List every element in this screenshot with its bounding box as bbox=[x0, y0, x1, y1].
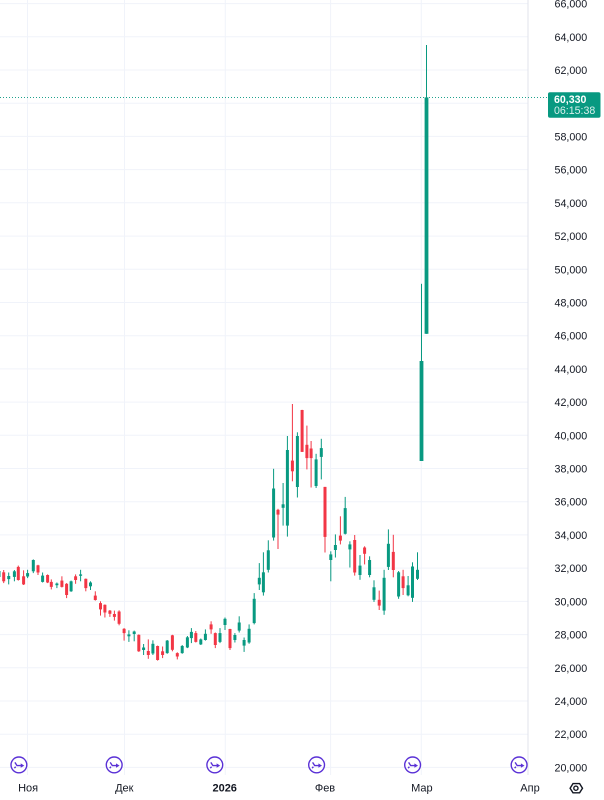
svg-text:42,000: 42,000 bbox=[555, 397, 588, 409]
svg-text:58,000: 58,000 bbox=[555, 131, 588, 143]
svg-text:46,000: 46,000 bbox=[555, 331, 588, 343]
svg-text:48,000: 48,000 bbox=[555, 298, 588, 310]
svg-text:Мар: Мар bbox=[411, 783, 433, 795]
svg-text:56,000: 56,000 bbox=[555, 165, 588, 177]
svg-text:20,000: 20,000 bbox=[555, 762, 588, 774]
svg-text:34,000: 34,000 bbox=[555, 530, 588, 542]
svg-text:Фев: Фев bbox=[315, 783, 335, 795]
svg-text:52,000: 52,000 bbox=[555, 231, 588, 243]
svg-text:66,000: 66,000 bbox=[555, 0, 588, 11]
svg-text:40,000: 40,000 bbox=[555, 430, 588, 442]
svg-text:62,000: 62,000 bbox=[555, 65, 588, 77]
svg-text:54,000: 54,000 bbox=[555, 198, 588, 210]
svg-text:2026: 2026 bbox=[212, 783, 236, 795]
svg-text:36,000: 36,000 bbox=[555, 497, 588, 509]
svg-text:32,000: 32,000 bbox=[555, 563, 588, 575]
svg-text:Ноя: Ноя bbox=[18, 783, 38, 795]
svg-text:22,000: 22,000 bbox=[555, 729, 588, 741]
svg-text:44,000: 44,000 bbox=[555, 364, 588, 376]
svg-text:50,000: 50,000 bbox=[555, 264, 588, 276]
svg-text:26,000: 26,000 bbox=[555, 663, 588, 675]
svg-text:Апр: Апр bbox=[520, 783, 539, 795]
svg-text:64,000: 64,000 bbox=[555, 32, 588, 44]
svg-text:Дек: Дек bbox=[115, 783, 134, 795]
svg-text:30,000: 30,000 bbox=[555, 596, 588, 608]
svg-text:06:15:38: 06:15:38 bbox=[554, 105, 595, 117]
svg-text:60,330: 60,330 bbox=[554, 94, 587, 106]
svg-text:38,000: 38,000 bbox=[555, 464, 588, 476]
svg-text:24,000: 24,000 bbox=[555, 696, 588, 708]
svg-text:28,000: 28,000 bbox=[555, 630, 588, 642]
